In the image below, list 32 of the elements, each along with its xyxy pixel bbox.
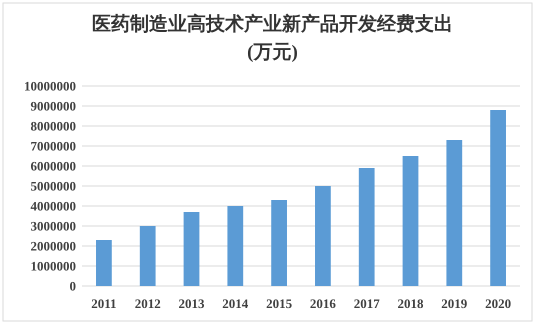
x-tick-label: 2011 xyxy=(91,296,117,311)
x-tick-label: 2019 xyxy=(441,296,468,311)
bar xyxy=(271,200,287,286)
y-tick-label: 10000000 xyxy=(24,78,76,94)
bar xyxy=(402,156,418,286)
y-tick-label: 6000000 xyxy=(30,158,76,174)
x-tick-label: 2017 xyxy=(354,296,380,311)
x-tick-label: 2014 xyxy=(222,296,249,311)
bar xyxy=(446,140,462,286)
bar xyxy=(96,240,112,286)
x-tick-label: 2020 xyxy=(485,296,512,311)
bar xyxy=(358,168,375,286)
y-tick-label: 8000000 xyxy=(30,118,76,134)
y-tick-label: 5000000 xyxy=(30,178,76,194)
y-tick-label: 1000000 xyxy=(30,258,76,274)
y-tick-label: 9000000 xyxy=(30,98,76,114)
x-tick-label: 2012 xyxy=(134,296,161,311)
y-tick-label: 4000000 xyxy=(30,198,76,214)
bar xyxy=(490,110,506,286)
bar xyxy=(227,206,244,286)
x-tick-label: 2018 xyxy=(398,296,424,311)
y-tick-label: 3000000 xyxy=(30,218,76,234)
y-tick-label: 0 xyxy=(70,278,76,294)
bar xyxy=(184,212,200,286)
bar xyxy=(140,226,156,286)
x-tick-label: 2013 xyxy=(178,296,205,311)
chart-title: 医药制造业高技术产业新产品开发经费支出 (万元) xyxy=(92,13,453,63)
y-tick-label: 7000000 xyxy=(30,138,76,154)
x-tick-label: 2016 xyxy=(310,296,336,311)
y-tick-label: 2000000 xyxy=(30,238,76,254)
x-tick-label: 2015 xyxy=(266,296,293,311)
bar xyxy=(315,186,331,286)
